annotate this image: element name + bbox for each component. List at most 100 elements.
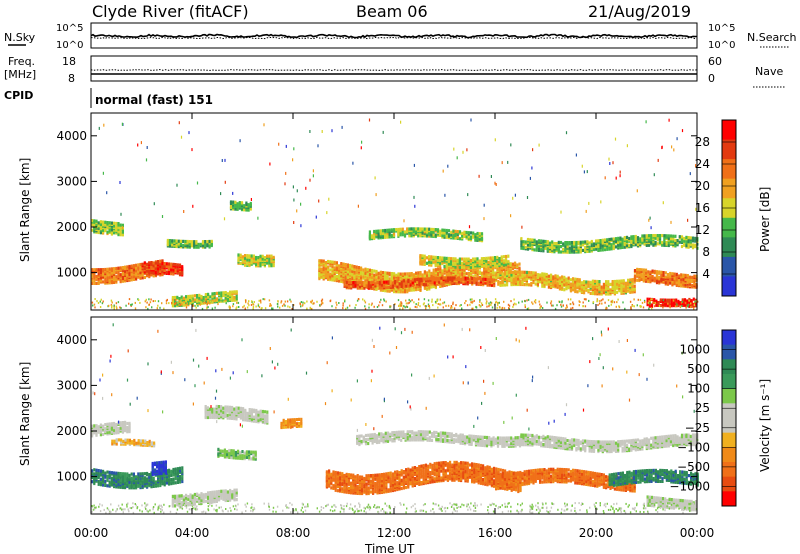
echo-cell bbox=[110, 476, 113, 480]
freq-tick-top: 18 bbox=[62, 55, 76, 68]
echo-cell bbox=[130, 476, 133, 480]
echo-cell bbox=[408, 227, 411, 231]
echo-cell bbox=[501, 272, 504, 276]
echo-cell bbox=[653, 298, 656, 302]
ground-scatter-cell bbox=[289, 306, 291, 309]
echo-cell bbox=[179, 239, 183, 243]
echo-cell bbox=[614, 237, 618, 241]
echo-cell bbox=[630, 240, 633, 244]
echo-cell bbox=[519, 273, 522, 277]
echo-cell bbox=[476, 231, 479, 236]
echo-cell bbox=[121, 276, 124, 281]
echo-cell bbox=[387, 285, 390, 289]
echo-cell bbox=[104, 267, 107, 272]
echo-cell bbox=[179, 474, 182, 479]
noise-cell bbox=[221, 159, 223, 162]
nave-tick-bottom: 0 bbox=[708, 72, 715, 85]
echo-cell bbox=[406, 275, 409, 279]
echo-cell bbox=[650, 234, 653, 238]
echo-cell bbox=[344, 267, 347, 271]
echo-cell bbox=[607, 286, 610, 291]
noise-cell bbox=[224, 158, 226, 162]
echo-cell bbox=[354, 281, 357, 285]
echo-cell bbox=[423, 274, 426, 278]
echo-cell bbox=[691, 239, 695, 243]
echo-cell bbox=[581, 248, 585, 252]
echo-cell bbox=[588, 241, 591, 245]
echo-cell bbox=[450, 233, 453, 237]
echo-cell bbox=[634, 234, 637, 239]
echo-cell bbox=[533, 238, 536, 242]
echo-cell bbox=[614, 245, 618, 249]
echo-cell bbox=[508, 273, 511, 277]
ground-scatter-cell bbox=[531, 301, 533, 304]
echo-cell bbox=[395, 273, 398, 277]
echo-cell bbox=[351, 272, 354, 276]
ground-scatter-cell bbox=[639, 298, 642, 301]
echo-cell bbox=[611, 280, 614, 284]
echo-cell bbox=[542, 249, 545, 253]
echo-cell bbox=[373, 229, 376, 234]
ground-scatter-cell bbox=[479, 299, 481, 302]
noise-cell bbox=[494, 181, 496, 185]
noise-cell bbox=[560, 210, 562, 214]
echo-cell bbox=[108, 221, 111, 225]
ground-scatter-cell bbox=[425, 307, 427, 310]
noise-cell bbox=[257, 216, 259, 220]
echo-cell bbox=[117, 482, 120, 486]
ground-scatter-cell bbox=[161, 302, 163, 305]
echo-cell bbox=[384, 233, 387, 237]
echo-cell bbox=[132, 277, 135, 281]
ground-scatter-cell bbox=[389, 306, 391, 309]
ground-scatter-cell bbox=[259, 299, 262, 302]
echo-cell bbox=[266, 254, 269, 258]
ground-scatter-cell bbox=[157, 304, 159, 307]
echo-cell bbox=[324, 261, 327, 265]
echo-cell bbox=[343, 283, 346, 287]
echo-cell bbox=[484, 277, 487, 281]
echo-cell bbox=[530, 282, 533, 286]
echo-cell bbox=[665, 241, 668, 245]
echo-cell bbox=[152, 484, 155, 488]
noise-cell bbox=[586, 170, 588, 174]
echo-cell bbox=[452, 257, 455, 261]
ground-scatter-cell bbox=[100, 298, 102, 301]
echo-cell bbox=[664, 275, 667, 279]
ground-scatter-cell bbox=[148, 303, 150, 306]
ground-scatter-cell bbox=[93, 303, 96, 306]
echo-cell bbox=[407, 284, 410, 288]
echo-cell bbox=[610, 237, 613, 241]
ground-scatter-cell bbox=[651, 307, 653, 310]
noise-cell bbox=[626, 144, 628, 148]
echo-cell bbox=[606, 247, 609, 251]
echo-cell bbox=[558, 276, 561, 280]
echo-cell bbox=[113, 231, 116, 235]
power-ylabel: Slant Range [km] bbox=[18, 158, 32, 262]
echo-cell bbox=[110, 471, 113, 475]
echo-cell bbox=[104, 227, 107, 231]
ground-scatter-cell bbox=[247, 302, 249, 305]
ground-scatter-cell bbox=[561, 300, 563, 303]
echo-cell bbox=[633, 274, 637, 278]
noise-cell bbox=[317, 144, 319, 148]
ground-scatter-cell bbox=[309, 307, 311, 310]
echo-cell bbox=[601, 238, 604, 242]
echo-cell bbox=[535, 240, 538, 244]
ground-scatter-cell bbox=[407, 302, 409, 305]
ground-scatter-cell bbox=[608, 304, 610, 307]
echo-cell bbox=[518, 262, 521, 266]
echo-cell bbox=[445, 256, 448, 260]
echo-cell bbox=[244, 254, 247, 258]
echo-cell bbox=[583, 285, 586, 289]
echo-cell bbox=[346, 275, 349, 279]
ground-scatter-cell bbox=[232, 303, 235, 306]
echo-cell bbox=[474, 260, 477, 264]
echo-cell bbox=[201, 240, 205, 244]
ground-scatter-cell bbox=[513, 302, 516, 305]
echo-cell bbox=[159, 263, 162, 267]
echo-cell bbox=[489, 275, 492, 279]
echo-cell bbox=[647, 273, 650, 277]
echo-cell bbox=[449, 276, 452, 280]
ground-scatter-cell bbox=[357, 298, 360, 300]
noise-cell bbox=[619, 170, 621, 174]
